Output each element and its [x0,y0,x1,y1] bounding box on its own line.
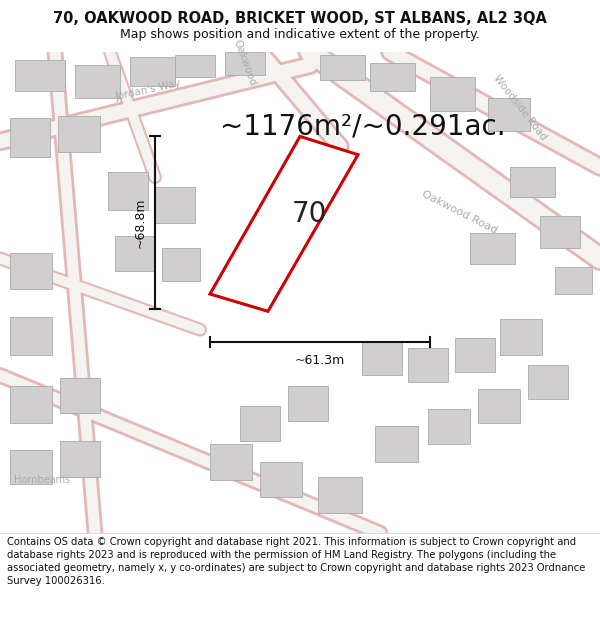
Polygon shape [162,248,200,281]
Polygon shape [478,389,520,423]
Polygon shape [108,172,148,209]
Polygon shape [10,318,52,355]
Polygon shape [528,365,568,399]
Polygon shape [488,98,530,131]
Text: Map shows position and indicative extent of the property.: Map shows position and indicative extent… [120,28,480,41]
Polygon shape [75,65,120,98]
Polygon shape [555,267,592,294]
Polygon shape [430,78,475,111]
Text: ~61.3m: ~61.3m [295,354,345,367]
Polygon shape [115,236,155,271]
Polygon shape [10,449,52,484]
Polygon shape [455,338,495,372]
Polygon shape [375,426,418,462]
Polygon shape [58,116,100,152]
Polygon shape [10,118,50,157]
Polygon shape [318,477,362,512]
Polygon shape [60,378,100,413]
Text: ~68.8m: ~68.8m [134,198,147,248]
Polygon shape [155,188,195,223]
Text: Oakwood Road: Oakwood Road [421,189,499,236]
Polygon shape [500,319,542,355]
Polygon shape [510,167,555,198]
Text: Hornbeams: Hornbeams [14,475,70,485]
Polygon shape [210,444,252,480]
Polygon shape [470,233,515,264]
Polygon shape [320,55,365,81]
Text: Woodside Road: Woodside Road [491,73,548,142]
Polygon shape [362,342,402,376]
Polygon shape [10,253,52,289]
Polygon shape [288,386,328,421]
Polygon shape [428,409,470,444]
Polygon shape [10,386,52,423]
Polygon shape [175,55,215,78]
Polygon shape [370,63,415,91]
Text: Jordan's Way: Jordan's Way [114,79,182,102]
Text: ~1176m²/~0.291ac.: ~1176m²/~0.291ac. [220,112,506,140]
Polygon shape [240,406,280,441]
Polygon shape [130,57,175,86]
Polygon shape [260,462,302,498]
Text: 70: 70 [292,200,326,228]
Text: 70, OAKWOOD ROAD, BRICKET WOOD, ST ALBANS, AL2 3QA: 70, OAKWOOD ROAD, BRICKET WOOD, ST ALBAN… [53,11,547,26]
Text: Oakwood: Oakwood [232,39,258,88]
Polygon shape [540,216,580,248]
Polygon shape [210,136,358,311]
Polygon shape [15,60,65,91]
Text: Contains OS data © Crown copyright and database right 2021. This information is : Contains OS data © Crown copyright and d… [7,537,586,586]
Polygon shape [408,348,448,382]
Polygon shape [225,52,265,76]
Polygon shape [60,441,100,477]
